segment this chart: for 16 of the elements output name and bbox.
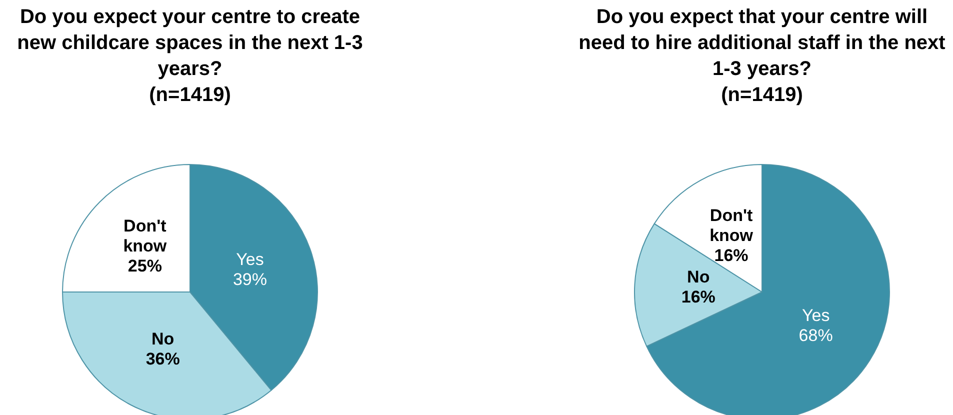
data-label: 36% — [146, 349, 180, 368]
slice-label: Yes — [802, 306, 830, 325]
data-label: 25% — [128, 256, 162, 276]
data-label: 16% — [714, 246, 748, 265]
chart-subtitle: (n=1419) — [148, 83, 232, 108]
data-label: 68% — [798, 326, 833, 345]
data-label: 39% — [232, 270, 267, 290]
chart-subtitle: (n=1419) — [720, 83, 804, 108]
slice-label: Don't know — [710, 206, 754, 245]
data-label: 16% — [681, 288, 716, 307]
slice-label: No — [687, 268, 710, 287]
chart-title: Do you expect that your centre will need to hire additional staff in the next 1-3 years? — [578, 5, 946, 82]
chart-title: Do you expect your centre to create new childcare spaces in the next 1-3 years? — [16, 5, 364, 82]
slice-label: Yes — [236, 250, 264, 270]
slice-label: No — [152, 329, 174, 348]
slice-label: Don't know — [123, 216, 168, 256]
